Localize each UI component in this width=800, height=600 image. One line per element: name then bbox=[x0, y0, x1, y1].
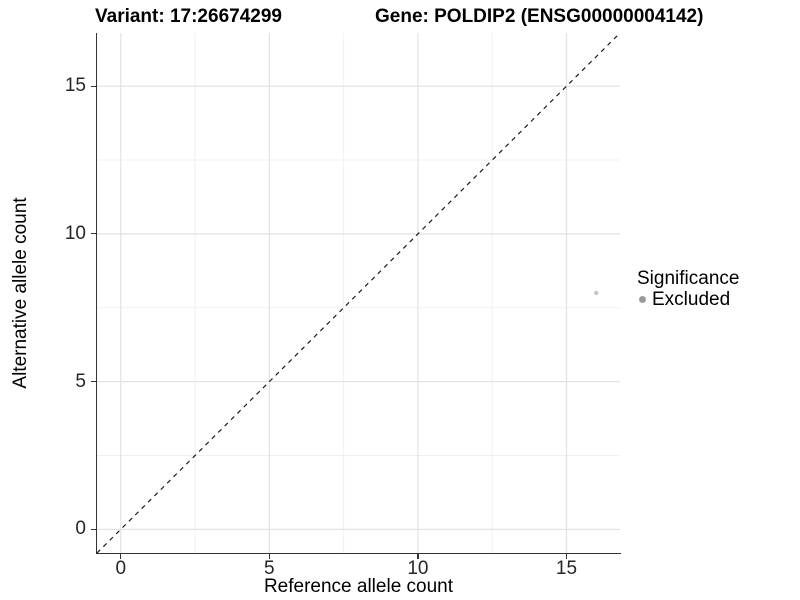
plot-panel bbox=[97, 33, 620, 553]
y-tick-label: 10 bbox=[64, 222, 86, 244]
legend: Significance Excluded bbox=[637, 268, 739, 310]
y-axis-line bbox=[96, 33, 98, 554]
x-tick-mark bbox=[565, 554, 568, 559]
y-tick-mark bbox=[91, 233, 96, 235]
y-tick-mark bbox=[91, 528, 96, 530]
y-tick-label: 5 bbox=[75, 370, 86, 392]
legend-title: Significance bbox=[637, 268, 740, 289]
legend-item-excluded: Excluded bbox=[637, 289, 739, 310]
x-tick-label: 10 bbox=[407, 558, 429, 579]
variant-title: Variant: 17:26674299 bbox=[95, 6, 282, 27]
x-tick-label: 15 bbox=[555, 558, 578, 579]
x-axis-line bbox=[96, 553, 621, 555]
y-tick-label: 15 bbox=[64, 75, 86, 97]
y-axis-title: Alternative allele count bbox=[10, 197, 31, 389]
gene-title: Gene: POLDIP2 (ENSG00000004142) bbox=[375, 6, 704, 27]
x-tick-mark bbox=[120, 554, 122, 559]
legend-item-label: Excluded bbox=[652, 289, 731, 310]
y-tick-mark bbox=[91, 85, 96, 87]
x-tick-mark bbox=[417, 554, 419, 559]
x-axis-title: Reference allele count bbox=[263, 576, 454, 597]
x-tick-label: 5 bbox=[264, 558, 275, 579]
y-tick-label: 0 bbox=[75, 518, 86, 540]
legend-key-dot bbox=[639, 296, 646, 303]
data-point bbox=[594, 290, 599, 296]
x-tick-label: 0 bbox=[115, 558, 127, 579]
x-tick-mark bbox=[268, 554, 270, 559]
identity-reference-line bbox=[97, 33, 620, 553]
y-tick-mark bbox=[91, 381, 96, 383]
